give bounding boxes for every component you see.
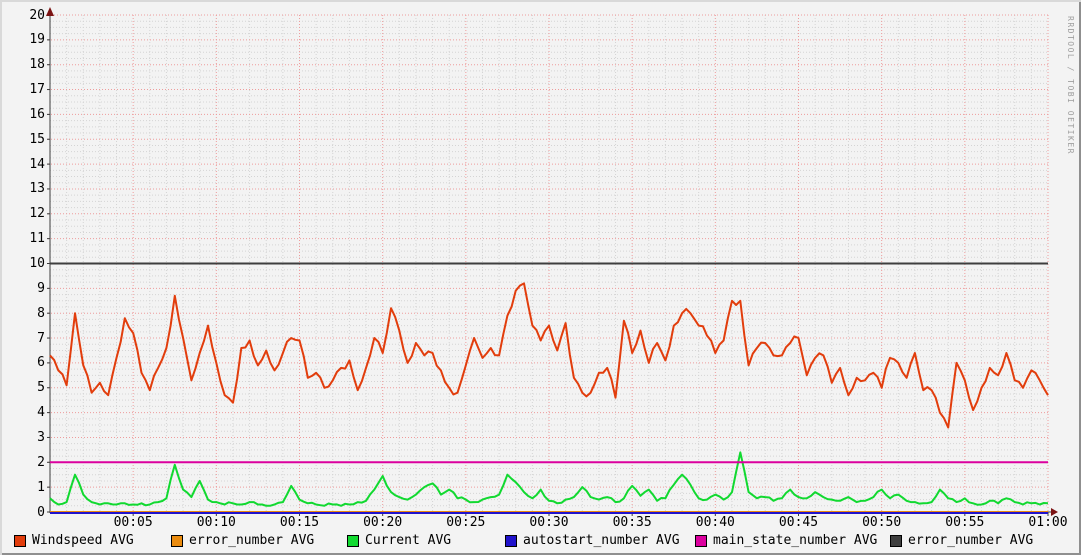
x-axis-label: 00:30 [529, 515, 569, 530]
legend-item: autostart_number AVG [505, 533, 680, 548]
y-axis-label: 7 [37, 330, 45, 346]
y-axis-label: 8 [37, 305, 45, 321]
y-axis-label: 18 [29, 57, 45, 73]
x-axis-label: 00:45 [778, 515, 819, 530]
legend-swatch-icon [14, 534, 26, 547]
rrdtool-watermark: RRDTOOL / TOBI OETIKER [1066, 16, 1075, 155]
legend-item: main_state_number AVG [695, 533, 877, 548]
legend-label: Current AVG [365, 533, 452, 548]
y-axis-label: 20 [29, 7, 45, 23]
x-axis-arrow-icon [1051, 508, 1058, 516]
legend-item: error_number AVG [171, 533, 314, 548]
legend-swatch-icon [505, 534, 517, 547]
y-axis-label: 2 [37, 454, 45, 470]
legend-label: main_state_number AVG [713, 533, 878, 548]
legend-item: Windspeed AVG [14, 533, 134, 548]
y-axis-arrow-icon [46, 7, 54, 16]
x-axis-label: 00:25 [446, 515, 486, 530]
y-axis-label: 6 [37, 355, 45, 371]
y-axis-label: 12 [29, 206, 45, 222]
y-axis-label: 5 [37, 380, 45, 396]
y-axis-label: 19 [29, 32, 45, 48]
legend-label: error_number AVG [189, 533, 315, 548]
x-axis-label: 00:15 [279, 515, 320, 530]
y-axis-label: 14 [29, 156, 45, 172]
series [49, 262, 1049, 514]
x-axis-label: 00:40 [695, 515, 735, 530]
x-axis-label: 00:55 [945, 515, 985, 530]
y-axis-label: 11 [29, 231, 45, 247]
x-axis-label: 00:35 [612, 515, 652, 530]
legend-item: error_number AVG [890, 533, 1033, 548]
legend-swatch-icon [890, 534, 902, 547]
legend-swatch-icon [171, 534, 183, 547]
series-windspeed [49, 282, 1049, 429]
legend-label: error_number AVG [908, 533, 1034, 548]
legend-swatch-icon [695, 534, 707, 547]
series-current [49, 451, 1049, 507]
legend-label: autostart_number AVG [523, 533, 680, 548]
y-axis-label: 1 [37, 479, 45, 495]
y-axis-label: 13 [29, 181, 45, 197]
x-axis-label: 00:20 [363, 515, 403, 530]
y-axis-label: 17 [29, 82, 45, 98]
x-axis-label: 01:00 [1028, 515, 1068, 530]
y-axis-label: 0 [37, 504, 45, 520]
y-axis-label: 16 [29, 106, 45, 122]
x-axis-label: 00:05 [113, 515, 153, 530]
y-axis-label: 9 [37, 280, 45, 296]
axis-arrows [46, 7, 1058, 516]
x-axis-label: 00:50 [862, 515, 902, 530]
y-axis-label: 15 [29, 131, 45, 147]
x-axis-label: 00:10 [196, 515, 236, 530]
legend-item: Current AVG [347, 533, 451, 548]
grid-major [48, 14, 1049, 515]
y-axis-label: 3 [37, 429, 45, 445]
y-axis-label: 10 [29, 256, 45, 271]
legend-label: Windspeed AVG [32, 533, 134, 548]
y-axis-label: 4 [37, 405, 45, 421]
legend-swatch-icon [347, 534, 359, 547]
